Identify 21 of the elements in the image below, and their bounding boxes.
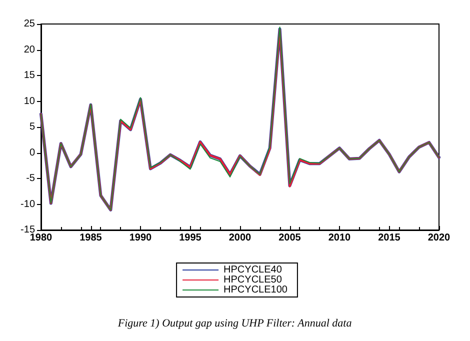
y-tick-label: -10 [20, 198, 36, 210]
x-tick-label: 2010 [328, 232, 352, 244]
x-tick-label: 2020 [428, 232, 451, 244]
legend-label: HPCYCLE40 [224, 264, 282, 276]
y-tick-label: 0 [29, 147, 36, 158]
x-tick-label: 1990 [129, 232, 152, 244]
y-tick-label: 25 [24, 18, 36, 30]
y-tick-label: 20 [24, 44, 36, 56]
x-tick-label: 1995 [179, 232, 202, 244]
x-tick-label: 1980 [30, 232, 53, 244]
caption: Figure 1) Output gap using UHP Filter: Annual data [116, 318, 352, 330]
y-tick-label: 10 [24, 96, 36, 107]
legend-label: HPCYCLE100 [224, 284, 288, 296]
x-tick-label: 2005 [278, 232, 302, 244]
legend-label: HPCYCLE50 [224, 274, 282, 286]
x-tick-label: 1985 [80, 232, 102, 244]
y-tick-label: -5 [26, 173, 36, 184]
x-tick-label: 2015 [378, 232, 401, 244]
y-tick-label: 15 [24, 70, 36, 81]
x-tick-label: 2000 [228, 232, 252, 244]
y-tick-label: 5 [29, 122, 36, 132]
